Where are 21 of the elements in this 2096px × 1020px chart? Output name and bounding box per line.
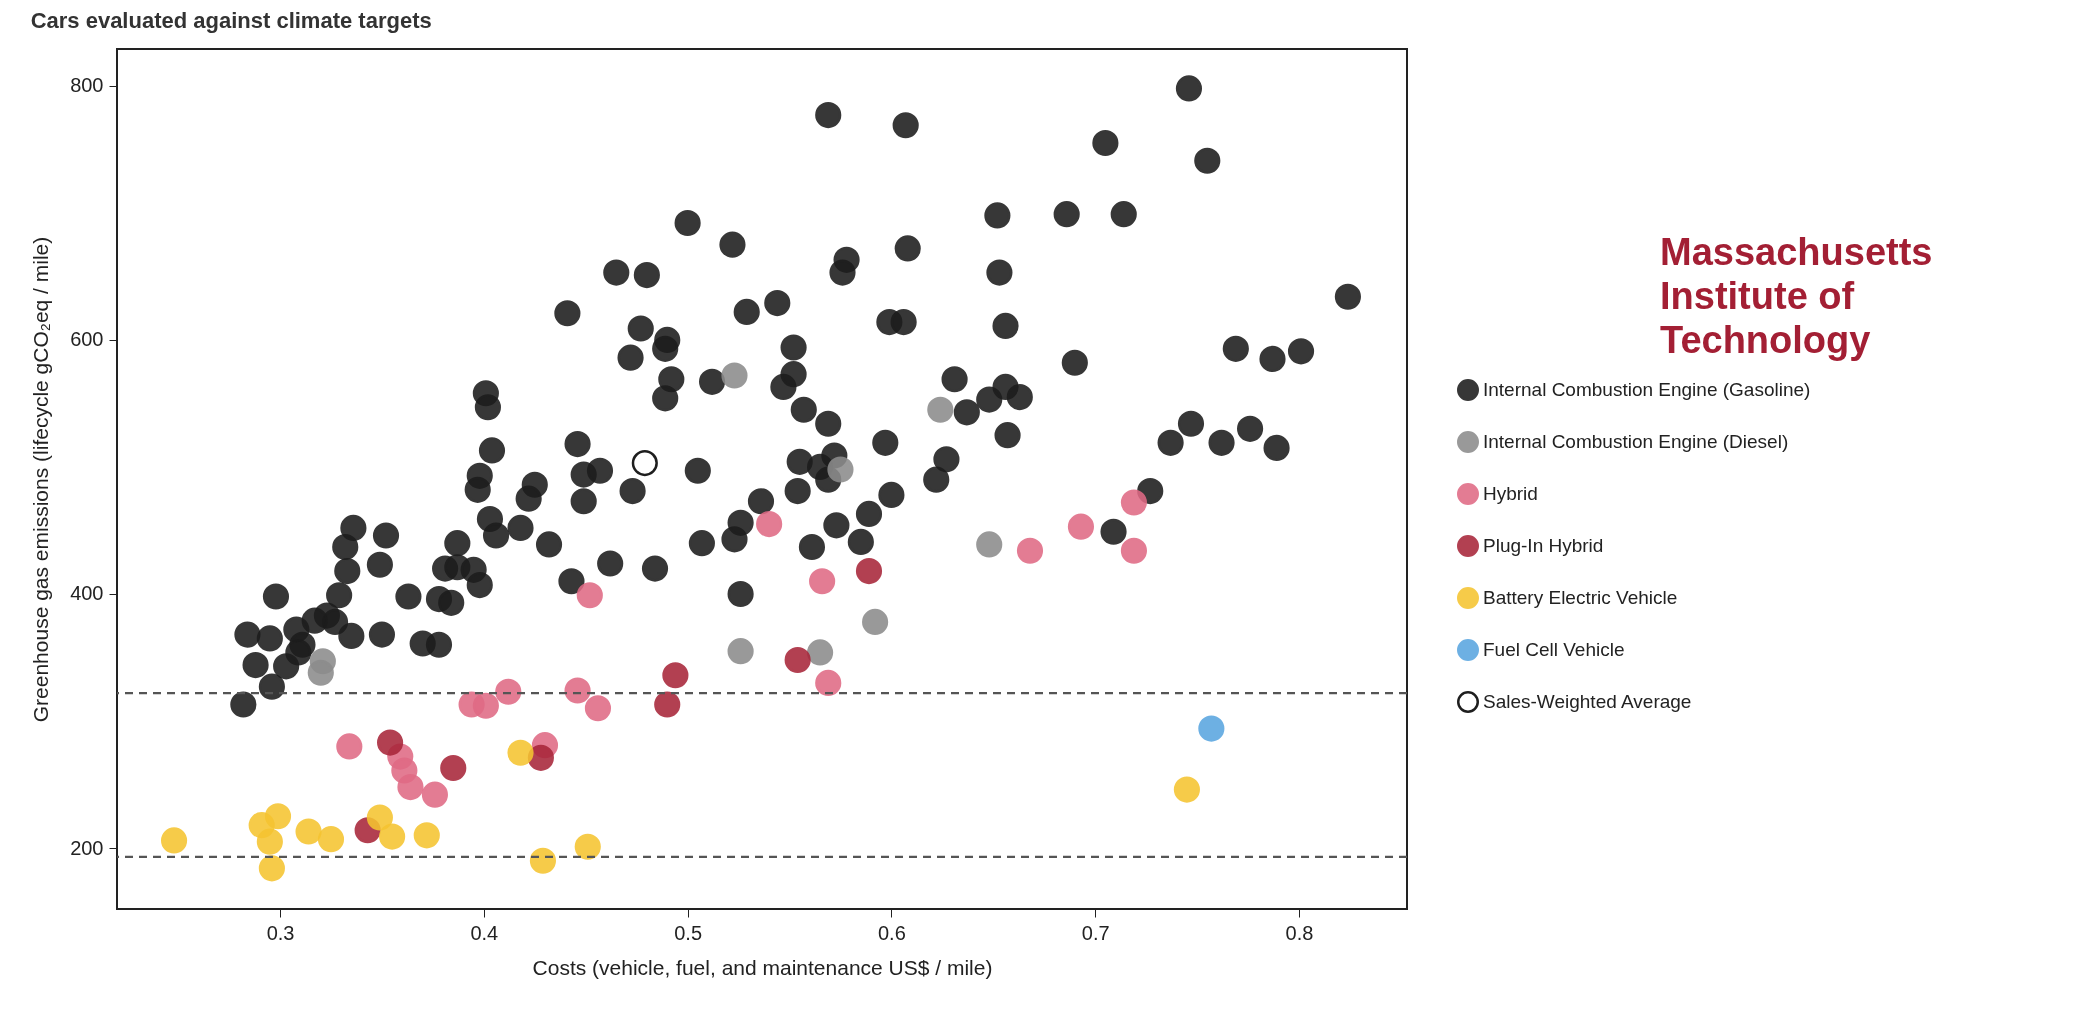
legend-label: Battery Electric Vehicle <box>1483 587 1678 608</box>
legend-label: Hybrid <box>1483 483 1538 504</box>
legend-label: Plug-In Hybrid <box>1483 535 1604 556</box>
x-tick-label: 0.6 <box>878 921 906 944</box>
legend-label: Sales-Weighted Average <box>1483 691 1692 712</box>
chart-title: Cars evaluated against climate targets <box>30 8 432 33</box>
legend-label: Internal Combustion Engine (Diesel) <box>1483 431 1789 452</box>
y-tick-label: 200 <box>70 836 104 859</box>
x-tick-label: 0.5 <box>674 921 703 944</box>
x-tick-label: 0.4 <box>470 921 499 944</box>
legend-label: Fuel Cell Vehicle <box>1483 639 1625 660</box>
x-tick-label: 0.3 <box>266 921 295 944</box>
y-tick-label: 800 <box>70 74 104 97</box>
text: Massachusetts Institute of Technology <box>1660 230 1934 362</box>
y-tick-label: 400 <box>70 582 104 605</box>
x-axis-title: Costs (vehicle, fuel, and maintenance US$ / mile) <box>532 955 993 979</box>
x-tick-label: 0.7 <box>1081 921 1110 944</box>
x-tick-label: 0.8 <box>1285 921 1314 944</box>
legend-label: Internal Combustion Engine (Gasoline) <box>1483 379 1811 400</box>
y-tick-label: 600 <box>70 328 104 351</box>
y-axis-title: Greenhouse gas emissions (lifecycle gCO₂eq / mile) <box>29 236 53 723</box>
